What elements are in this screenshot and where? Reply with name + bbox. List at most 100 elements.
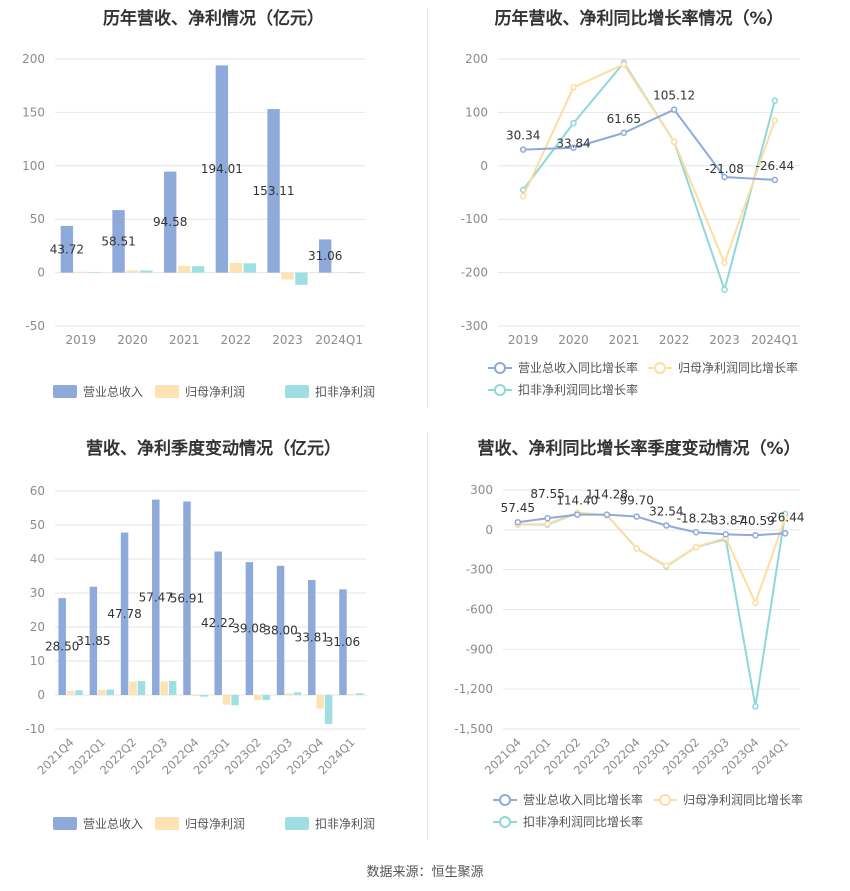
bar-revenue	[89, 586, 98, 695]
y-tick-label: 150	[22, 105, 45, 119]
y-tick-label: 30	[30, 586, 45, 600]
data-point	[620, 61, 628, 68]
data-label: 194.01	[201, 162, 243, 176]
data-label: 30.34	[506, 129, 540, 143]
data-label: 61.65	[607, 112, 641, 126]
bar-net-profit	[281, 272, 294, 280]
bar-net-profit	[285, 693, 293, 695]
data-point	[722, 531, 729, 538]
legend-label: 营业总收入	[83, 385, 143, 399]
bar-net-profit	[98, 689, 106, 695]
data-point	[544, 520, 551, 528]
x-tick-label: 2021	[169, 333, 200, 347]
data-point	[519, 146, 527, 153]
series-line-revenue-growth	[517, 513, 786, 537]
data-point	[663, 562, 670, 569]
quarterly-amounts-chart: -1001020304050602021Q42022Q12022Q22022Q3…	[25, 484, 375, 831]
bar-revenue	[276, 565, 285, 695]
y-tick-label: -300	[466, 563, 493, 577]
panel-quarterly-growth: 营收、净利同比增长率季度变动情况（%） -1,500 -1,200 -900 -600…	[428, 426, 850, 846]
x-tick-label: 2024Q1	[751, 333, 799, 347]
bar-deducted-profit	[137, 681, 146, 695]
data-point	[771, 117, 779, 124]
legend-swatch	[53, 817, 77, 830]
y-tick-label: 10	[30, 654, 45, 668]
bar-deducted-profit	[356, 693, 364, 695]
data-label: 31.85	[76, 634, 110, 648]
bar-revenue	[215, 65, 229, 273]
y-tick-label: 50	[30, 518, 45, 532]
x-tick-label: 2022	[221, 333, 252, 347]
data-point	[752, 531, 759, 539]
bar-net-profit	[129, 681, 137, 695]
legend-marker	[654, 362, 666, 374]
data-label: 47.78	[107, 607, 141, 621]
bar-revenue	[214, 551, 222, 695]
panel-divider	[427, 432, 428, 840]
bar-deducted-profit	[231, 695, 239, 706]
bar-net-profit	[160, 681, 168, 695]
data-point	[781, 530, 789, 537]
y-tick-label: 20	[30, 620, 45, 634]
legend-label: 扣非净利润同比增长率	[518, 382, 638, 397]
y-tick-label: 300	[470, 483, 493, 497]
data-point	[692, 543, 700, 551]
bar-revenue	[112, 210, 125, 273]
bar-deducted-profit	[243, 263, 256, 273]
panel-annual-growth: 历年营收、净利同比增长率情况（%） -300 -200 -100 0 100 200 201…	[428, 0, 850, 410]
data-point	[781, 514, 789, 522]
bar-deducted-profit	[106, 689, 114, 695]
x-tick-label: 2024Q1	[315, 333, 363, 347]
data-point	[633, 545, 640, 552]
legend-label: 营业总收入	[83, 817, 143, 831]
data-label: 99.70	[619, 494, 653, 508]
data-label: 153.11	[253, 184, 295, 198]
data-point	[574, 511, 581, 518]
data-point	[544, 514, 551, 522]
data-label: 114.28	[586, 488, 628, 502]
legend-label: 扣非净利润	[315, 817, 375, 831]
data-point	[721, 173, 728, 181]
data-label: 43.72	[50, 242, 84, 256]
y-tick-label: -1,500	[454, 722, 493, 736]
bar-deducted-profit	[75, 690, 83, 695]
data-point	[519, 192, 527, 200]
bar-net-profit	[126, 270, 139, 273]
data-label: -40.59	[736, 514, 775, 528]
y-tick-label: 100	[22, 159, 45, 173]
legend-swatch	[53, 385, 77, 398]
data-label: 33.84	[556, 137, 590, 151]
data-point	[633, 513, 640, 520]
bar-deducted-profit	[140, 270, 153, 273]
bar-net-profit	[316, 695, 324, 709]
chart-title: 营收、净利季度变动情况（亿元）	[86, 439, 341, 459]
bar-revenue	[58, 598, 66, 695]
data-point	[570, 119, 577, 127]
quarterly-growth-chart: -1,500-1,200-900-600-30003002021Q42022Q1…	[454, 483, 804, 829]
bar-deducted-profit	[295, 272, 308, 285]
data-label: -21.08	[705, 162, 744, 176]
data-point	[670, 106, 678, 113]
y-tick-label: 200	[465, 52, 488, 66]
data-point	[721, 286, 728, 293]
legend-swatch	[285, 817, 309, 830]
data-label: 33.81	[295, 631, 329, 645]
panel-annual-amounts: 历年营收、净利情况（亿元） -50 0 50 100 150 200 2019 2020 202…	[0, 0, 427, 410]
bar-net-profit	[66, 690, 75, 695]
data-label: 94.58	[153, 215, 187, 229]
data-point	[692, 529, 700, 536]
bar-net-profit	[222, 695, 231, 705]
bar-net-profit	[177, 265, 191, 273]
annual-amounts-chart: -50 0 50 100 150 200 2019 2020 2021 2022 2023 2024Q…	[22, 52, 375, 399]
data-label: -18.21	[677, 511, 716, 525]
legend-label: 归母净利润同比增长率	[678, 360, 798, 375]
legend-swatch	[155, 817, 179, 830]
legend-swatch	[155, 385, 179, 398]
data-label: 28.50	[45, 640, 79, 654]
y-tick-label: -300	[461, 319, 488, 333]
bar-revenue	[339, 589, 347, 695]
bar-revenue	[120, 532, 129, 695]
bar-deducted-profit	[346, 272, 360, 273]
bar-revenue	[60, 225, 74, 273]
x-tick-label: 2023	[709, 333, 740, 347]
